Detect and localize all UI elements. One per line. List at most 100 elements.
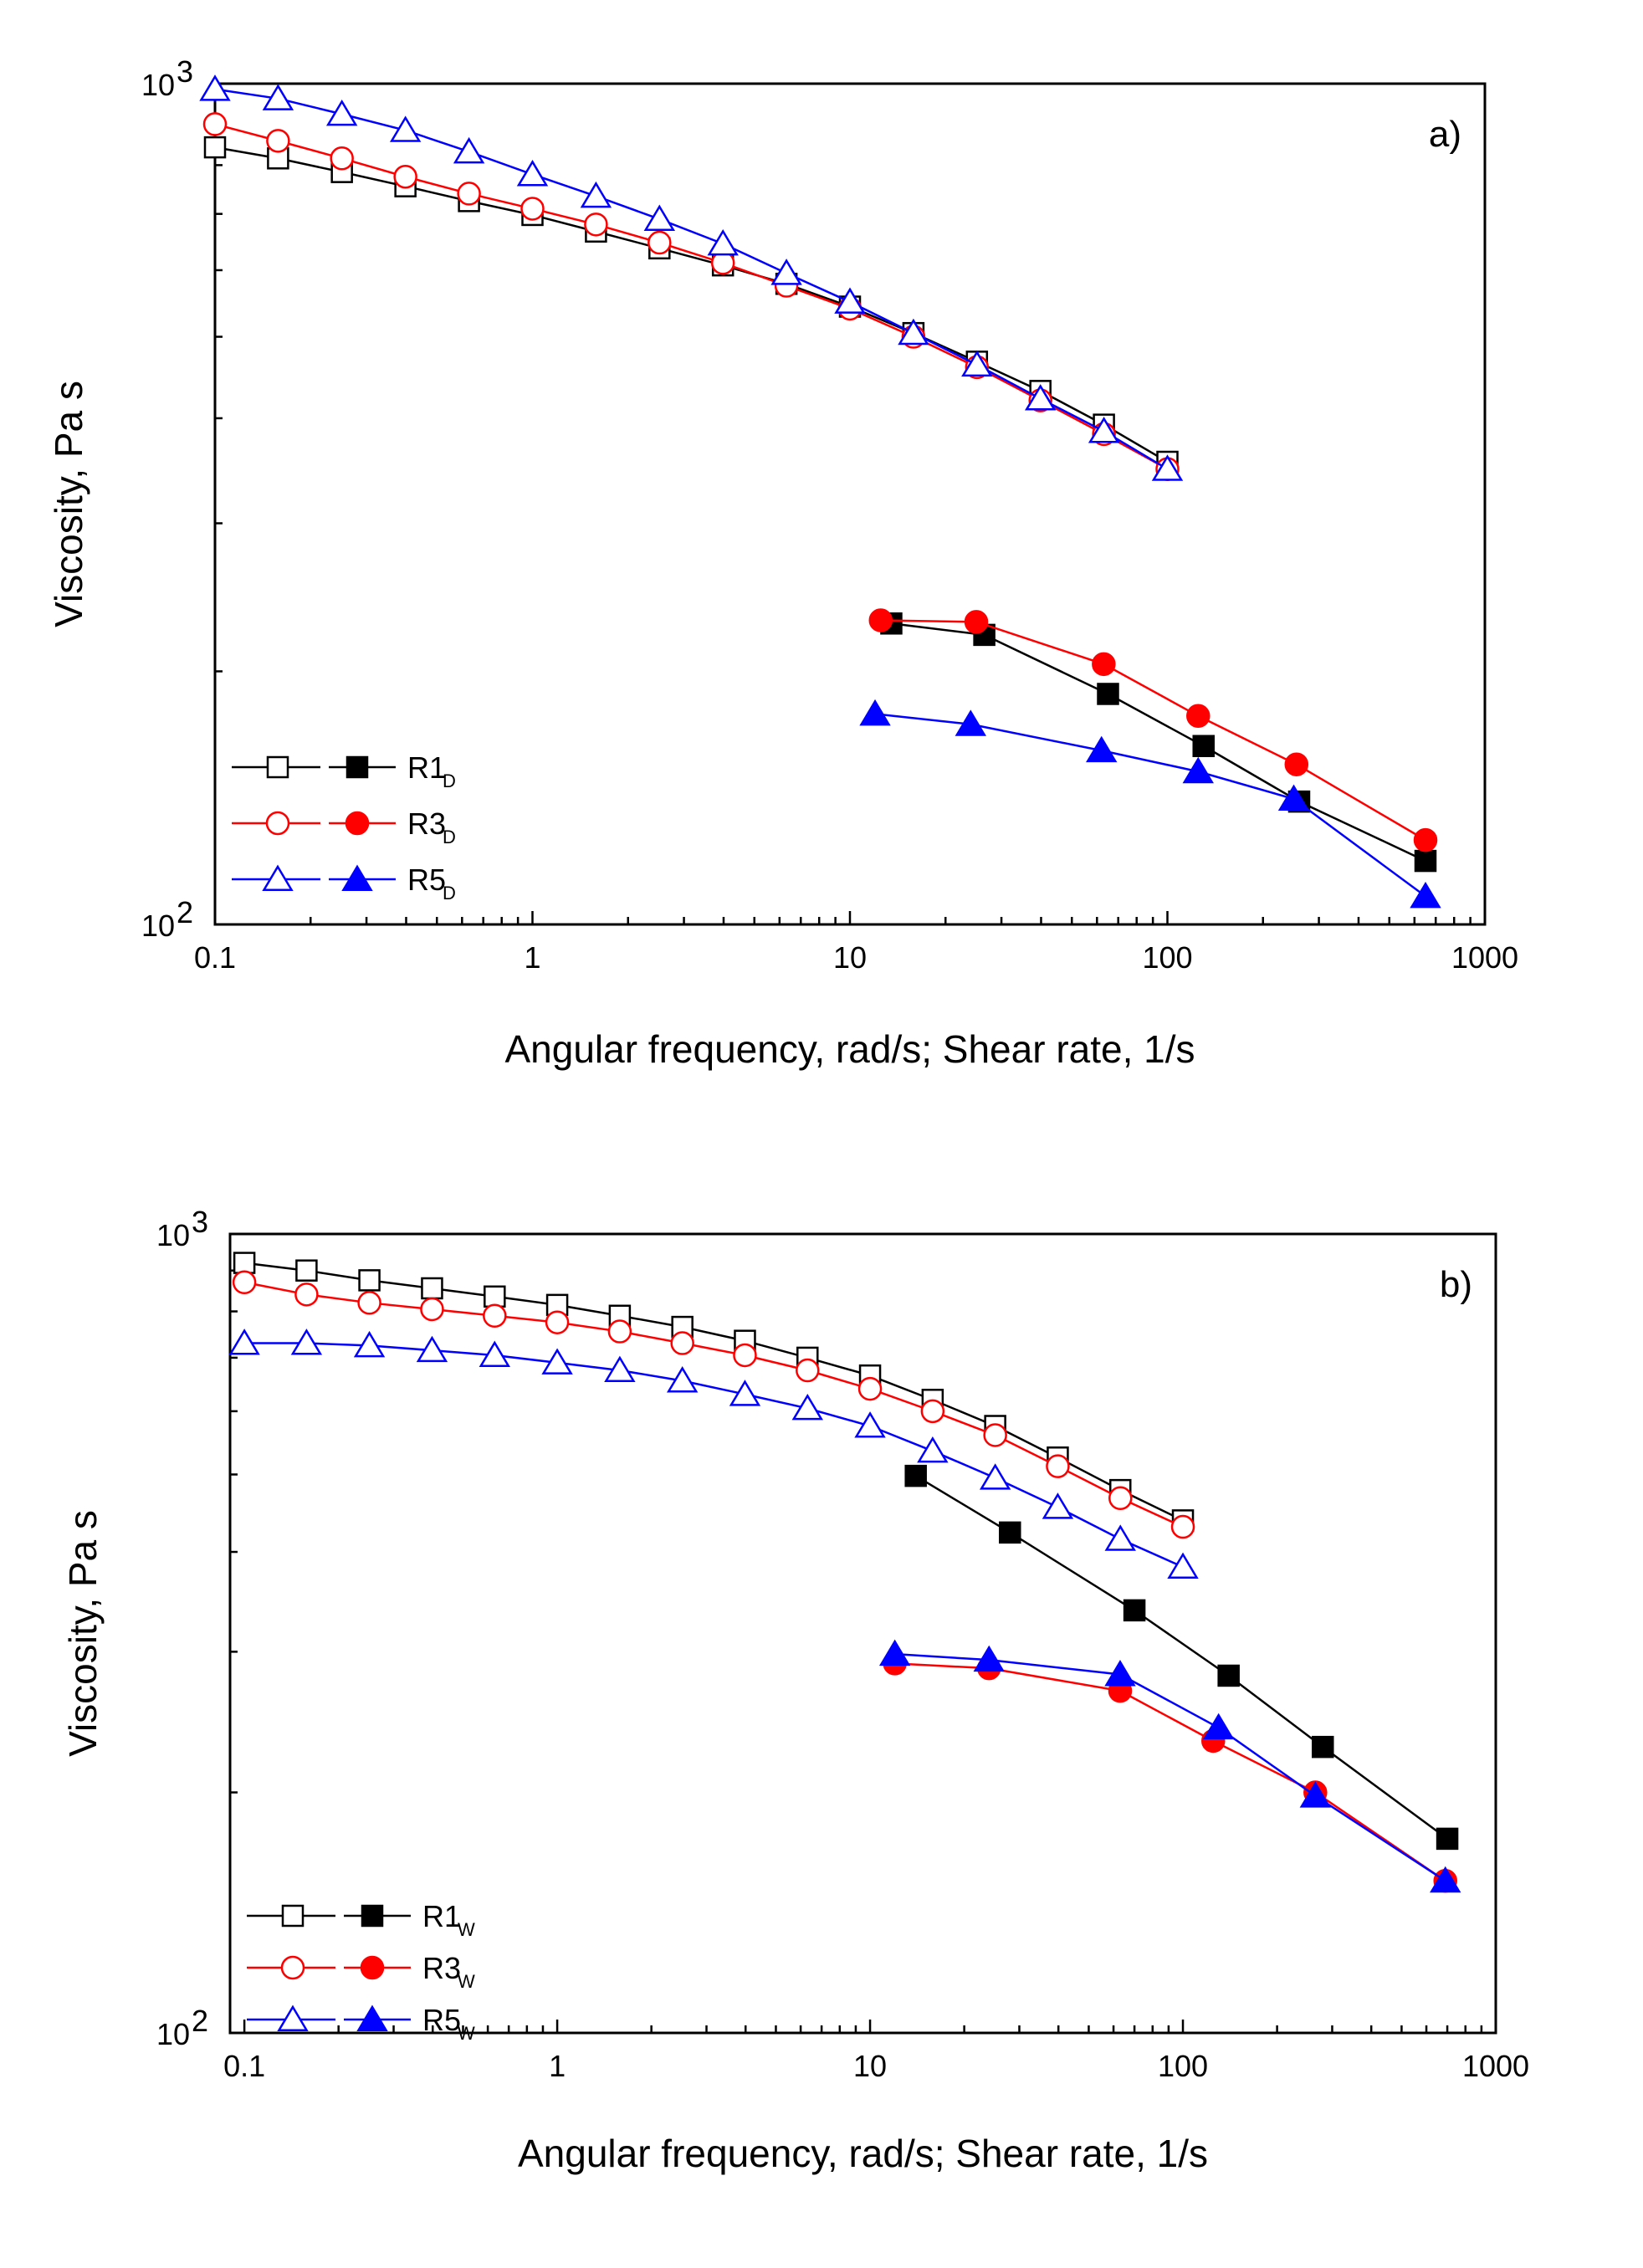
data-point bbox=[453, 136, 485, 164]
legend-marker-filled bbox=[360, 1955, 385, 1980]
series-line bbox=[243, 1281, 1184, 1528]
series-line bbox=[891, 622, 1426, 863]
data-point bbox=[290, 1329, 323, 1355]
data-point bbox=[1086, 735, 1118, 763]
data-point bbox=[1104, 1524, 1136, 1551]
data-point bbox=[479, 1340, 510, 1367]
data-point bbox=[904, 1464, 927, 1487]
data-point bbox=[389, 115, 422, 142]
legend-entry-r5: R5D bbox=[232, 863, 456, 904]
data-point bbox=[955, 709, 986, 736]
data-point bbox=[545, 1310, 570, 1334]
data-point bbox=[733, 1343, 757, 1368]
legend-label: R3 bbox=[407, 806, 446, 841]
data-point bbox=[791, 1393, 823, 1421]
data-point bbox=[393, 165, 417, 189]
data-point bbox=[964, 610, 989, 634]
data-point bbox=[1151, 454, 1184, 481]
data-point bbox=[1430, 1866, 1461, 1893]
data-point bbox=[580, 181, 612, 208]
legend-label: R5 bbox=[422, 2003, 461, 2037]
data-point bbox=[604, 1355, 636, 1383]
series-r5w-steady-shear bbox=[878, 1639, 1461, 1893]
data-point bbox=[1413, 827, 1438, 852]
x-tick-label: 10 bbox=[853, 2049, 887, 2083]
series-line bbox=[214, 146, 1169, 463]
legend-label: R1 bbox=[422, 1899, 461, 1933]
y-tick-label: 10 bbox=[156, 2017, 190, 2051]
data-point bbox=[607, 1319, 632, 1344]
data-point bbox=[1284, 752, 1309, 776]
legend-marker-filled bbox=[361, 1904, 384, 1928]
data-point bbox=[1299, 1781, 1332, 1808]
data-point bbox=[979, 1463, 1011, 1490]
y-tick-label-exponent: 3 bbox=[177, 54, 193, 89]
legend-label: R1 bbox=[407, 750, 446, 785]
data-point bbox=[878, 1639, 911, 1666]
y-tick-label-exponent: 2 bbox=[192, 2004, 208, 2038]
series-r1w-steady-shear bbox=[904, 1464, 1459, 1851]
y-axis-title: Viscosity, Pa s bbox=[47, 381, 90, 627]
series-r1w-oscillatory bbox=[233, 1252, 1195, 1532]
x-tick-label: 1000 bbox=[1462, 2049, 1529, 2083]
x-tick-label: 100 bbox=[1158, 2049, 1208, 2083]
x-axis-title: Angular frequency, rad/s; Shear rate, 1/… bbox=[504, 1027, 1195, 1071]
data-point bbox=[1410, 881, 1441, 909]
data-point bbox=[796, 1358, 820, 1383]
data-point bbox=[1108, 1486, 1133, 1511]
data-point bbox=[1123, 1599, 1146, 1622]
data-point bbox=[857, 1376, 883, 1401]
legend-entry-r1: R1D bbox=[232, 750, 456, 791]
data-point bbox=[834, 287, 866, 314]
x-axis-title: Angular frequency, rad/s; Shear rate, 1/… bbox=[518, 2132, 1208, 2175]
series-r5d-oscillatory bbox=[199, 74, 1184, 481]
data-point bbox=[1167, 1552, 1199, 1579]
data-point bbox=[1092, 652, 1116, 677]
series-line bbox=[244, 1342, 1184, 1569]
x-tick-label: 1000 bbox=[1451, 940, 1518, 975]
data-point bbox=[262, 84, 294, 110]
data-point bbox=[330, 146, 354, 171]
series-r3w-oscillatory bbox=[232, 1270, 1195, 1539]
data-point bbox=[325, 99, 358, 126]
y-tick-label: 10 bbox=[156, 1218, 190, 1252]
data-point bbox=[1436, 1827, 1459, 1851]
data-point bbox=[1202, 1713, 1235, 1740]
data-point bbox=[1192, 735, 1215, 758]
data-point bbox=[643, 204, 676, 231]
data-point bbox=[917, 1436, 949, 1463]
data-point bbox=[199, 74, 231, 101]
x-tick-label: 1 bbox=[524, 940, 540, 975]
data-point bbox=[516, 159, 549, 187]
series-r5d-steady-shear bbox=[859, 699, 1441, 909]
legend-entry-r1: R1W bbox=[247, 1899, 475, 1940]
data-point bbox=[707, 228, 739, 256]
data-point bbox=[898, 318, 929, 346]
data-point bbox=[357, 1291, 381, 1315]
data-point bbox=[541, 1348, 573, 1375]
data-point bbox=[202, 112, 228, 136]
series-line bbox=[894, 1662, 1446, 1882]
data-point bbox=[1097, 683, 1119, 705]
x-tick-label: 0.1 bbox=[194, 940, 236, 975]
data-point bbox=[1104, 1660, 1136, 1687]
series-r1d-oscillatory bbox=[203, 136, 1179, 474]
data-point bbox=[770, 259, 802, 285]
y-tick-label: 10 bbox=[141, 909, 175, 943]
data-point bbox=[1312, 1735, 1334, 1759]
data-point bbox=[973, 1645, 1005, 1672]
series-line bbox=[894, 1652, 1446, 1882]
data-point bbox=[520, 197, 545, 221]
data-point bbox=[920, 1399, 945, 1424]
x-tick-label: 0.1 bbox=[223, 2049, 265, 2083]
data-point bbox=[999, 1521, 1021, 1544]
legend-marker-filled bbox=[345, 755, 369, 779]
y-tick-label-exponent: 3 bbox=[192, 1205, 208, 1239]
legend-marker-filled bbox=[356, 2004, 388, 2031]
data-point bbox=[483, 1303, 507, 1329]
data-point bbox=[670, 1331, 694, 1355]
series-r1d-steady-shear bbox=[880, 612, 1437, 873]
data-point bbox=[1170, 1514, 1195, 1539]
data-point bbox=[1042, 1492, 1074, 1519]
